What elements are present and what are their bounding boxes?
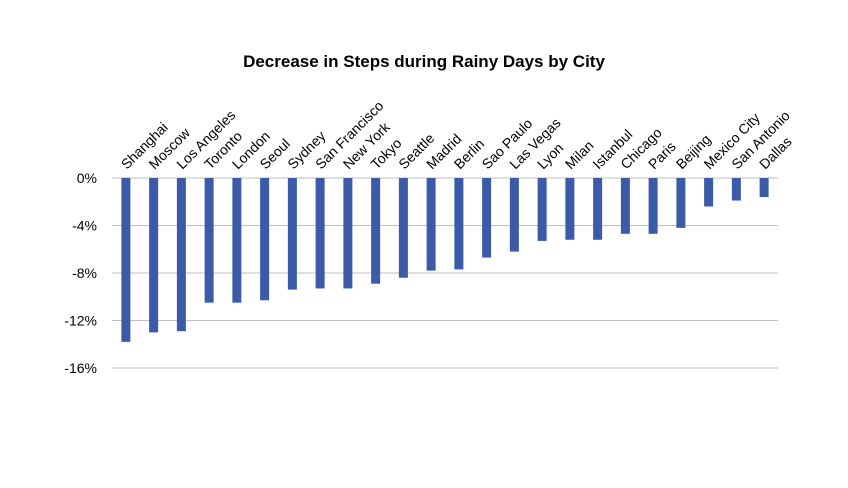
- bar: [176, 178, 186, 332]
- y-tick-label: -12%: [64, 313, 97, 329]
- bar: [676, 178, 686, 228]
- bar: [731, 178, 741, 201]
- bar: [398, 178, 408, 278]
- bar: [371, 178, 381, 284]
- y-tick-label: -16%: [64, 360, 97, 376]
- bar: [648, 178, 658, 234]
- bar: [704, 178, 714, 207]
- bar: [287, 178, 297, 290]
- category-label: Milan: [562, 137, 597, 172]
- bar: [315, 178, 325, 289]
- bar: [343, 178, 353, 289]
- y-tick-label: -8%: [72, 265, 97, 281]
- bar: [121, 178, 131, 342]
- bar: [260, 178, 270, 301]
- bar: [482, 178, 492, 258]
- bar: [565, 178, 575, 240]
- bar: [593, 178, 603, 240]
- bar: [426, 178, 436, 271]
- bar: [454, 178, 464, 270]
- bar: [149, 178, 159, 333]
- gridlines: [112, 177, 778, 369]
- bar: [232, 178, 242, 303]
- y-tick-label: 0%: [77, 170, 97, 186]
- y-tick-label: -4%: [72, 218, 97, 234]
- bar: [620, 178, 630, 234]
- y-axis-ticks: 0% -4% -8% -12% -16%: [64, 170, 97, 376]
- bar: [537, 178, 547, 241]
- chart-title: Decrease in Steps during Rainy Days by C…: [243, 52, 605, 71]
- bars: [121, 178, 769, 342]
- bar: [759, 178, 769, 197]
- bar: [204, 178, 214, 303]
- bar: [509, 178, 519, 252]
